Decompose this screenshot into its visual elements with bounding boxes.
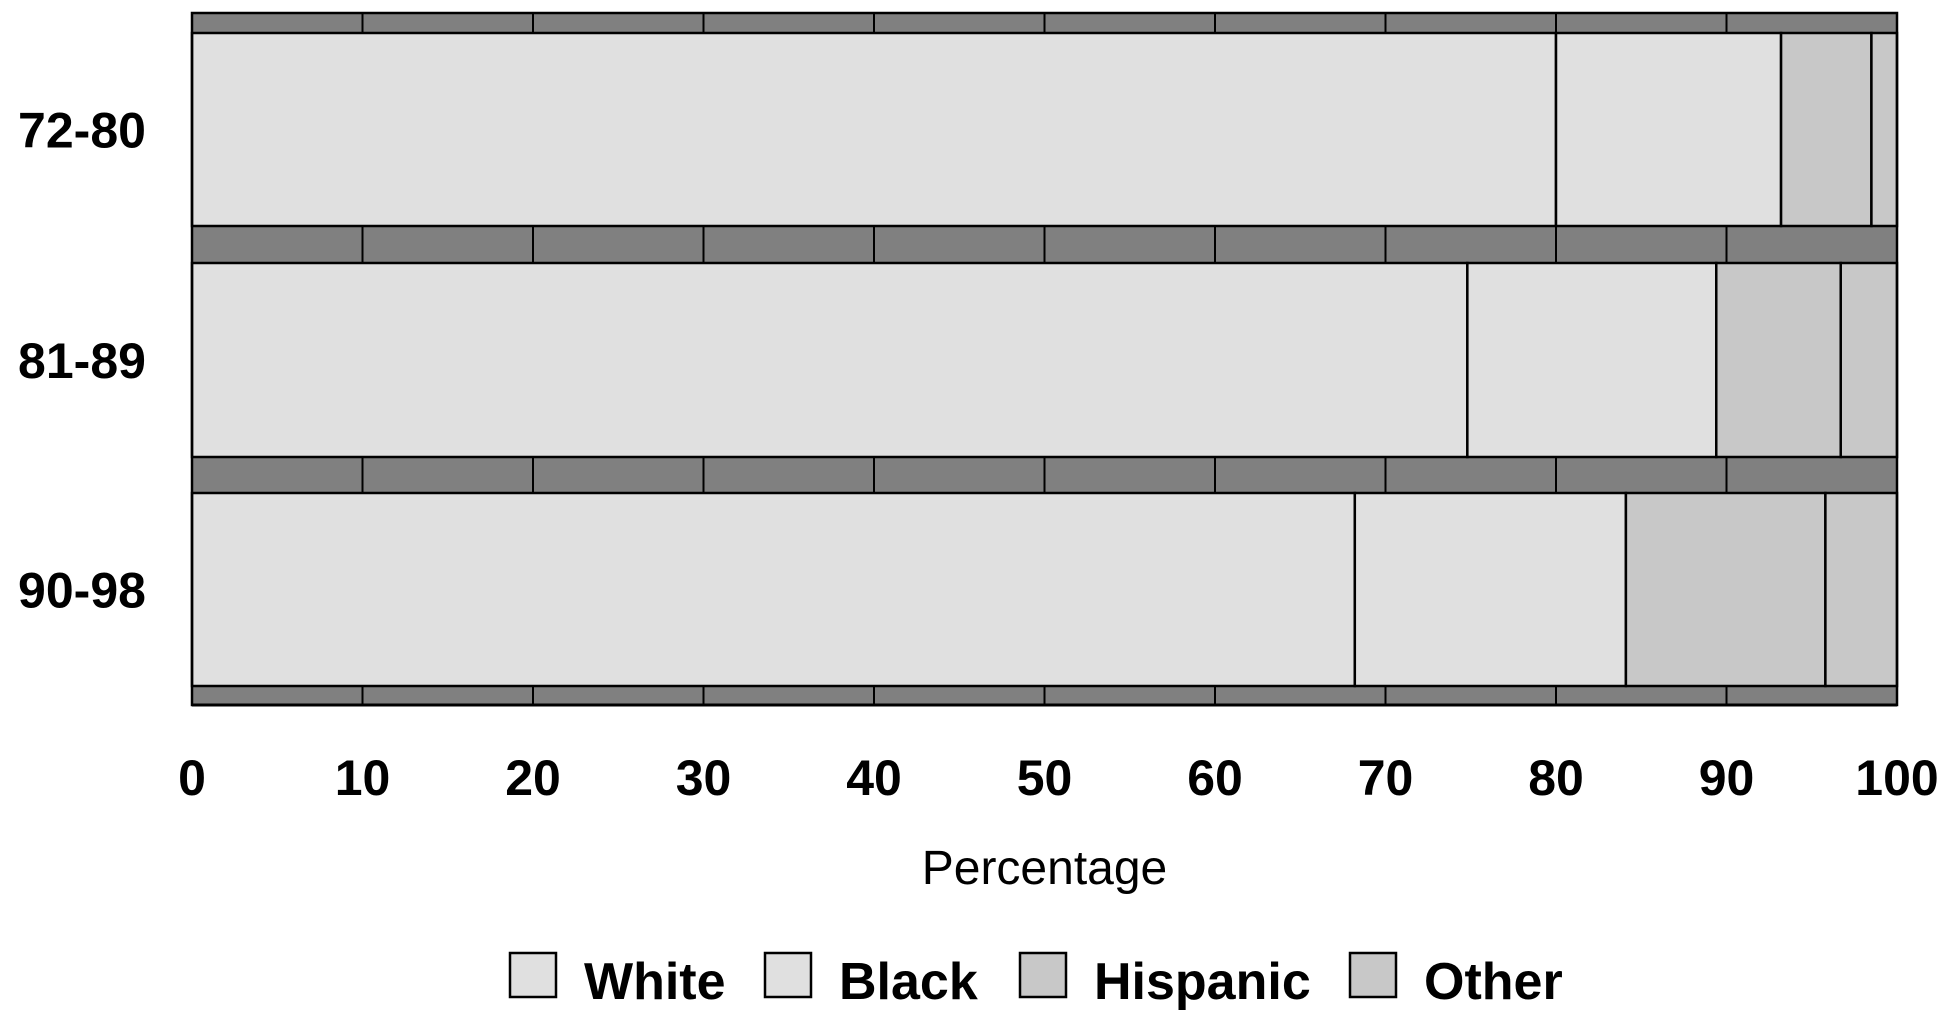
bar-segment-other-81-89	[1839, 261, 1899, 459]
legend-label-other: Other	[1424, 953, 1563, 1010]
legend-swatch-other	[1348, 951, 1398, 999]
bar-segment-black-90-98	[1353, 491, 1628, 688]
legend-swatch-black	[763, 951, 813, 999]
bar-segment-other-90-98	[1824, 491, 1899, 688]
bar-segment-other-72-80	[1870, 31, 1899, 228]
x-tick-label-100: 100	[1855, 750, 1938, 806]
x-tick-label-0: 0	[178, 750, 206, 806]
x-axis-tick-labels: 0 10 20 30 40 50 60 70 80 90 100	[178, 750, 1939, 806]
category-label-81-89: 81-89	[18, 333, 146, 389]
x-tick-label-50: 50	[1017, 750, 1073, 806]
x-tick-label-80: 80	[1528, 750, 1584, 806]
bar-segment-black-72-80	[1554, 31, 1783, 228]
category-label-72-80: 72-80	[18, 103, 146, 159]
legend: White Black Hispanic Other	[508, 951, 1563, 1010]
x-tick-label-30: 30	[676, 750, 732, 806]
bars-group	[190, 31, 1899, 688]
x-axis-title: Percentage	[922, 842, 1168, 895]
bar-segment-black-81-89	[1466, 261, 1718, 459]
x-tick-label-40: 40	[846, 750, 902, 806]
bar-segment-hispanic-81-89	[1715, 261, 1842, 459]
legend-swatch-hispanic	[1018, 951, 1068, 999]
legend-label-white: White	[584, 953, 726, 1010]
category-label-90-98: 90-98	[18, 563, 146, 619]
bar-segment-white-72-80	[190, 31, 1558, 228]
x-tick-label-10: 10	[335, 750, 391, 806]
x-tick-label-90: 90	[1699, 750, 1755, 806]
x-tick-label-70: 70	[1358, 750, 1414, 806]
x-tick-label-60: 60	[1187, 750, 1243, 806]
x-tick-label-20: 20	[505, 750, 561, 806]
bar-segment-hispanic-90-98	[1624, 491, 1827, 688]
plot-frame	[190, 11, 1899, 707]
bar-segment-white-81-89	[190, 261, 1469, 459]
bar-segment-hispanic-72-80	[1779, 31, 1873, 228]
legend-swatch-white	[508, 951, 558, 999]
legend-label-hispanic: Hispanic	[1094, 953, 1311, 1010]
legend-label-black: Black	[839, 953, 978, 1010]
bar-segment-white-90-98	[190, 491, 1357, 688]
category-labels: 72-80 81-89 90-98	[18, 103, 146, 619]
